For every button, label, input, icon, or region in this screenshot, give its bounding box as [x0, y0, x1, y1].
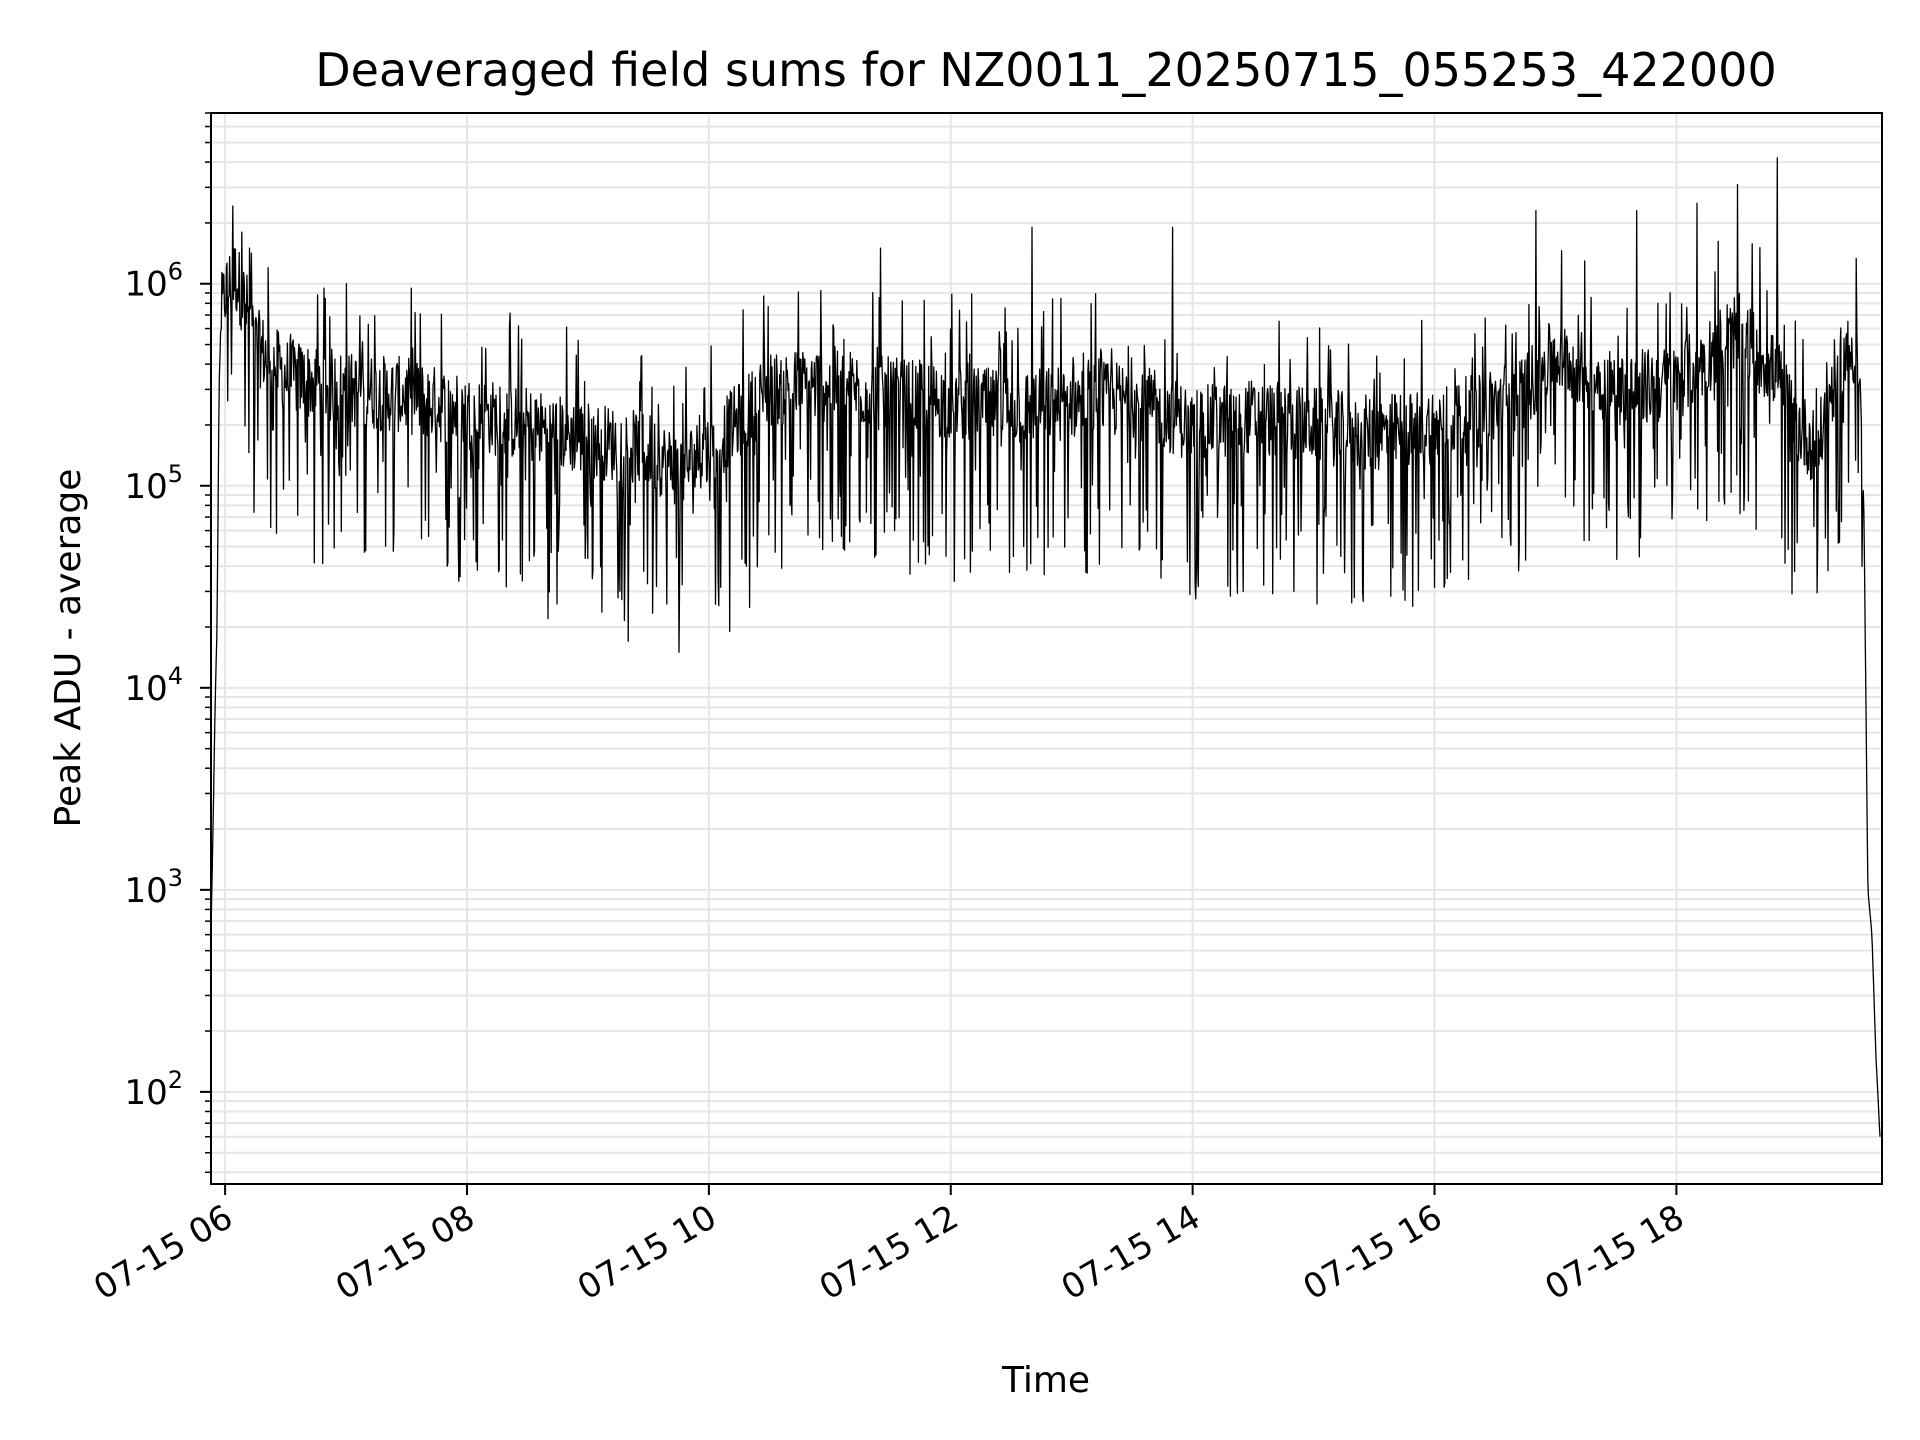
y-tick-label: 102: [124, 1066, 183, 1113]
chart-title: Deaveraged field sums for NZ0011_2025071…: [315, 43, 1776, 97]
data-layer: [210, 157, 1881, 1137]
series-line: [210, 157, 1881, 1137]
y-axis: 102 103 104 105 106: [124, 112, 211, 1174]
plot-area-frame: [210, 112, 1883, 1185]
y-tick-label: 106: [124, 258, 183, 305]
x-axis-label: Time: [1001, 1360, 1090, 1401]
y-tick-label: 104: [124, 662, 183, 709]
y-tick-label: 103: [124, 864, 183, 911]
y-tick-label: 105: [124, 460, 183, 507]
y-axis-label: Peak ADU - average: [48, 469, 89, 828]
